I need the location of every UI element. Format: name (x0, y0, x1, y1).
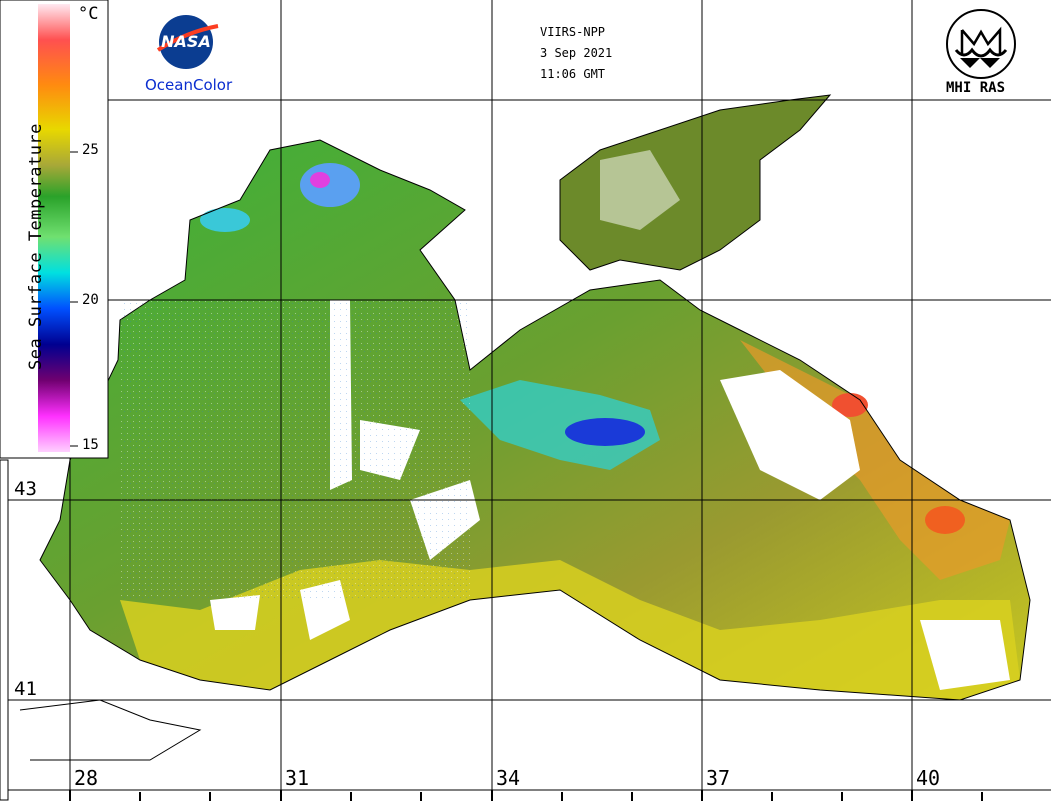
lat-label-43: 43 (14, 478, 37, 500)
legend-unit: °C (78, 4, 99, 24)
lon-label-37: 37 (706, 766, 731, 790)
acquisition-date: 3 Sep 2021 (540, 46, 613, 60)
acquisition-time: 11:06 GMT (540, 67, 606, 81)
lon-label-34: 34 (496, 766, 521, 790)
nasa-emblem-text: NASA (161, 32, 211, 51)
legend-tick-20: 20 (82, 292, 99, 308)
image-header: VIIRS-NPP 3 Sep 2021 11:06 GMT (540, 22, 640, 85)
satellite-name: VIIRS-NPP (540, 25, 606, 39)
lat-label-41: 41 (14, 678, 37, 700)
mhi-logo (946, 9, 1016, 79)
cold-core (460, 380, 660, 470)
legend-tick-25: 25 (82, 142, 99, 158)
nasa-logo: NASA (156, 15, 219, 69)
mhi-caption: MHI RAS (946, 80, 1006, 96)
legend-colorbar (38, 4, 70, 452)
lon-label-28: 28 (74, 766, 99, 790)
lon-label-31: 31 (285, 766, 310, 790)
nasa-caption: OceanColor (145, 76, 233, 94)
lon-label-40: 40 (916, 766, 941, 790)
coastline (39, 139, 1031, 701)
legend-tick-15: 15 (82, 437, 99, 453)
legend-title: Sea Surface Temperature (26, 123, 46, 370)
